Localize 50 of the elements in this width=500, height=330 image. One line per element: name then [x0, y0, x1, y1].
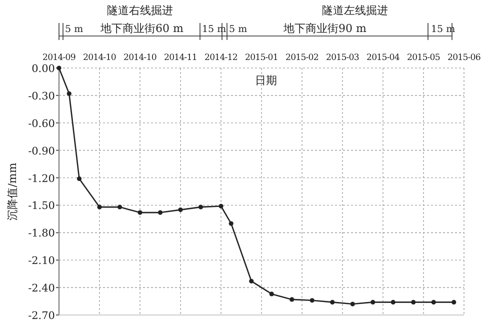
point	[249, 278, 254, 284]
x-tick-label: 2015-03	[326, 53, 359, 63]
text: 5 m	[229, 24, 248, 35]
x-axis-title: 日期	[255, 74, 277, 87]
y-tick-label: -2.70	[28, 310, 55, 322]
point	[218, 204, 224, 208]
point	[97, 204, 102, 210]
x-tick-label: 2015-06	[448, 53, 480, 63]
point	[330, 300, 335, 304]
x-tick-label: 2014-11	[164, 53, 197, 63]
x-tick-label: 2015-05	[407, 53, 440, 63]
point	[452, 300, 456, 304]
x-tick-label: 2014-10	[124, 53, 156, 63]
x-tick-label: 2014-09	[42, 53, 76, 63]
point	[431, 300, 436, 304]
point	[310, 298, 314, 303]
y-tick-label: -1.50	[28, 200, 55, 212]
x-tick-label: 2014-10	[83, 53, 116, 63]
x-tick-label: 2015-01	[245, 53, 278, 63]
text: 5 m	[65, 24, 84, 35]
point	[350, 302, 355, 306]
y-tick-label: 0.00	[32, 63, 55, 75]
y-tick-label: -2.40	[28, 282, 55, 295]
point	[178, 207, 183, 212]
point	[269, 292, 274, 296]
y-tick-label: -0.90	[28, 145, 55, 158]
point	[76, 176, 82, 181]
y-tick-label: -1.20	[28, 172, 55, 185]
y-axis-title: 沉降值/mm	[6, 162, 19, 220]
y-tick-label: -0.60	[28, 118, 55, 130]
point	[228, 221, 234, 226]
y-tick-label: -1.80	[28, 228, 55, 240]
point	[390, 300, 396, 304]
text: 隧道左线掘进	[322, 4, 388, 17]
x-tick-label: 2015-04	[366, 53, 400, 63]
x-tick-label: 2014-12	[204, 53, 238, 63]
text: 地下商业街90 m	[282, 22, 368, 35]
text: 隧道右线掘进	[107, 4, 173, 17]
point	[138, 210, 142, 215]
point	[198, 204, 204, 210]
point	[411, 300, 416, 304]
point	[290, 297, 294, 302]
y-tick-label: -0.30	[28, 90, 55, 102]
point	[66, 91, 72, 96]
point	[370, 300, 376, 304]
point	[158, 210, 163, 215]
text: 地下商业街60 m	[100, 22, 184, 35]
y-tick-label: -2.10	[28, 255, 55, 268]
x-tick-label: 2015-02	[286, 53, 318, 63]
point	[117, 204, 122, 210]
